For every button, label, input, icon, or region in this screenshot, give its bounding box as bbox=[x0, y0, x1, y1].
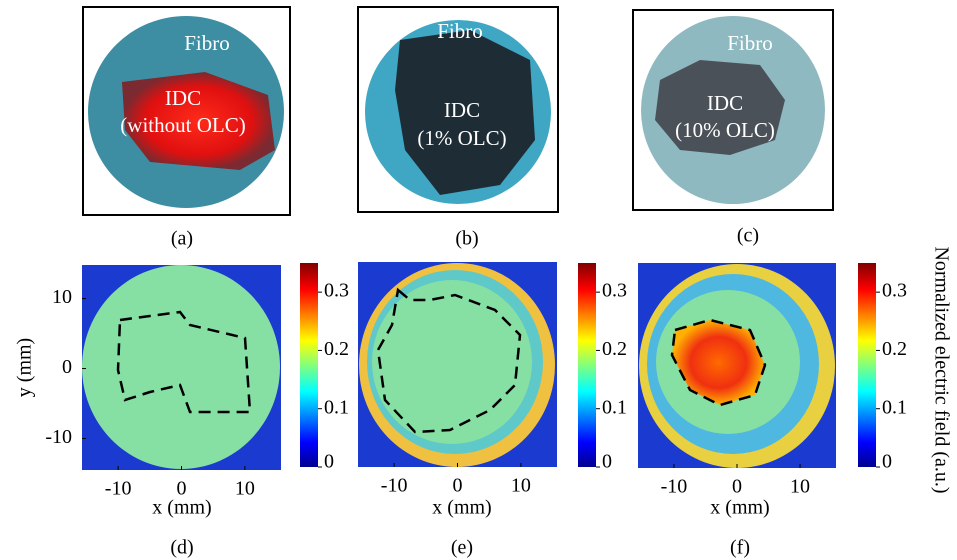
panel-label: (a) bbox=[171, 228, 193, 250]
panel-label: (c) bbox=[737, 225, 759, 247]
y-tick-label: -10 bbox=[45, 426, 72, 448]
photo-annotation: (1% OLC) bbox=[417, 126, 506, 150]
photo-annotation: Fibro bbox=[727, 31, 773, 55]
x-axis-label: x (mm) bbox=[152, 497, 211, 519]
y-axis-label: y (mm) bbox=[14, 338, 36, 397]
colorbar-tick-label: 0.3 bbox=[602, 280, 627, 302]
panel-label: (f) bbox=[730, 537, 750, 559]
panel-label: (b) bbox=[455, 228, 478, 250]
heatmap-f bbox=[638, 263, 836, 468]
x-tick-label: -10 bbox=[105, 478, 132, 500]
colorbar-tick-label: 0.2 bbox=[602, 338, 627, 360]
photo-annotation: Fibro bbox=[437, 19, 483, 43]
colorbar-tick-label: 0 bbox=[882, 451, 892, 473]
heatmap-e bbox=[358, 262, 557, 467]
colorbar bbox=[858, 263, 876, 467]
colorbar-tick-label: 0.1 bbox=[602, 396, 627, 418]
figure: Fibro IDC (without OLC) (a) Fibro IDC (1% OLC)… bbox=[0, 0, 957, 560]
photo-annotation: (without OLC) bbox=[120, 113, 245, 137]
x-tick-label: 0 bbox=[732, 476, 742, 498]
photo-annotation: IDC bbox=[444, 98, 480, 122]
photo-annotation: IDC bbox=[707, 91, 743, 115]
x-axis-label: x (mm) bbox=[710, 497, 769, 519]
colorbar-tick-label: 0.3 bbox=[882, 280, 907, 302]
photo-annotation: Fibro bbox=[184, 31, 230, 55]
x-tick-label: 0 bbox=[453, 475, 463, 497]
photo-annotation: (10% OLC) bbox=[675, 118, 775, 142]
x-axis-label: x (mm) bbox=[432, 497, 491, 519]
colorbar-tick-label: 0.3 bbox=[324, 280, 349, 302]
colorbar-tick-label: 0.1 bbox=[882, 396, 907, 418]
panel-label: (e) bbox=[451, 537, 473, 559]
x-tick-label: 10 bbox=[790, 476, 810, 498]
colorbar bbox=[578, 263, 596, 467]
heatmap-d bbox=[82, 265, 281, 470]
colorbar-tick-label: 0.1 bbox=[324, 396, 349, 418]
photo-annotation: IDC bbox=[165, 86, 201, 110]
x-tick-label: -10 bbox=[381, 475, 408, 497]
colorbar-tick-label: 0 bbox=[602, 451, 612, 473]
colorbar-label: Normalized electric field (a.u.) bbox=[930, 246, 952, 493]
y-tick-label: 10 bbox=[52, 286, 72, 308]
colorbar-tick-label: 0.2 bbox=[882, 338, 907, 360]
y-tick-label: 0 bbox=[62, 356, 72, 378]
x-tick-label: -10 bbox=[661, 476, 688, 498]
colorbar-tick-label: 0 bbox=[324, 451, 334, 473]
colorbar bbox=[300, 263, 318, 467]
colorbar-tick-label: 0.2 bbox=[324, 338, 349, 360]
x-tick-label: 10 bbox=[511, 475, 531, 497]
x-tick-label: 10 bbox=[235, 478, 255, 500]
panel-label: (d) bbox=[170, 537, 193, 559]
